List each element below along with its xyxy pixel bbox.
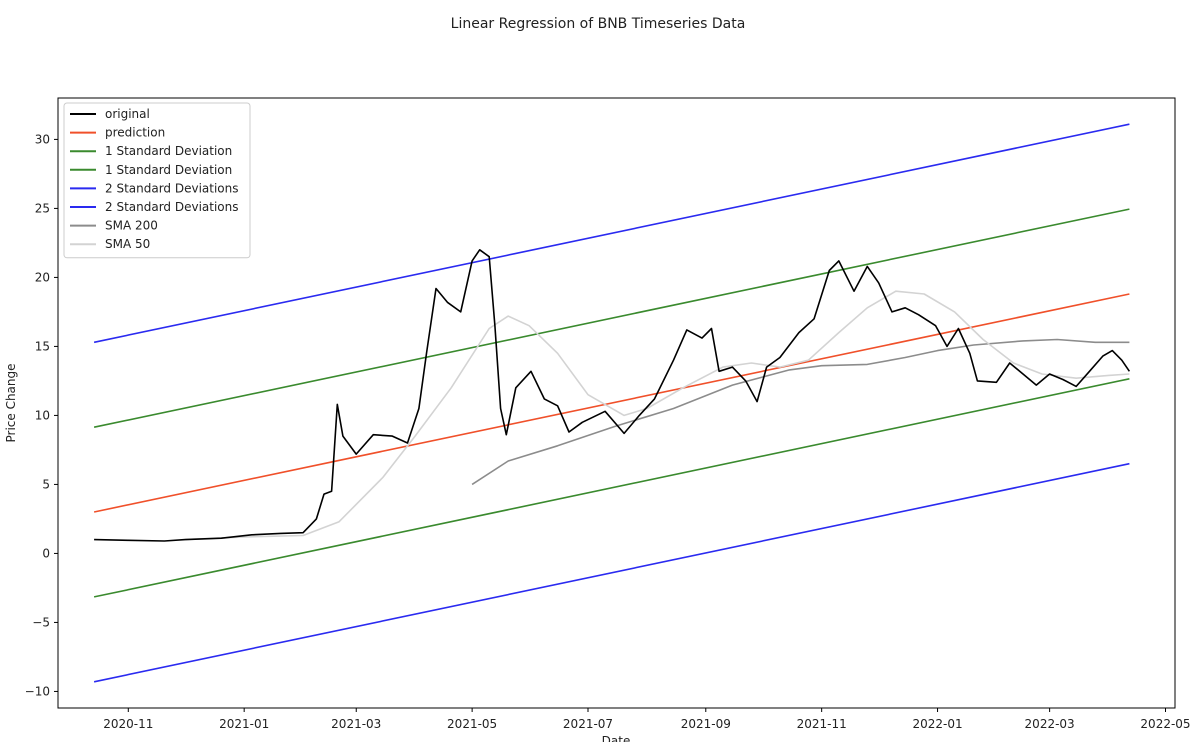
y-tick-label: 10 <box>35 408 50 422</box>
x-tick-label: 2021-01 <box>219 717 269 731</box>
series-line-2-standard-deviations-4 <box>93 123 1130 344</box>
x-tick-label: 2021-07 <box>563 717 613 731</box>
series-line-original-0 <box>94 249 1131 542</box>
legend-label: original <box>105 107 150 121</box>
x-tick-label: 2021-05 <box>447 717 497 731</box>
y-tick-label: 25 <box>35 201 50 215</box>
series-layer <box>93 123 1131 683</box>
x-tick-label: 2021-03 <box>331 717 381 731</box>
x-tick-label: 2022-01 <box>912 717 962 731</box>
x-axis: 2020-11 2021-01 2021-03 2021-05 2021-07 2021-… <box>103 708 1191 731</box>
y-axis-title: Price Change <box>4 363 18 442</box>
series-line-1-standard-deviation-3 <box>93 378 1130 598</box>
y-axis: −10 −5 0 5 10 15 20 25 30 <box>25 132 58 698</box>
legend: original prediction 1 Standard Deviation 1 … <box>63 102 251 259</box>
y-tick-label: 0 <box>42 546 50 560</box>
plot-frame <box>57 97 1176 709</box>
y-tick-label: 5 <box>42 477 50 491</box>
x-axis-title: Date <box>602 734 631 742</box>
x-tick-label: 2020-11 <box>103 717 153 731</box>
legend-label: SMA 50 <box>105 237 150 251</box>
series-line-sma-50-7 <box>185 290 1130 541</box>
series-line-2-standard-deviations-5 <box>93 462 1130 683</box>
chart-title: Linear Regression of BNB Timeseries Data <box>451 16 746 32</box>
x-tick-label: 2021-11 <box>797 717 847 731</box>
y-tick-label: 15 <box>35 339 50 353</box>
y-tick-label: −5 <box>32 615 50 629</box>
y-tick-label: 20 <box>35 270 50 284</box>
y-tick-label: 30 <box>35 132 50 146</box>
series-line-sma-200-6 <box>471 338 1130 486</box>
y-tick-label: −10 <box>25 684 50 698</box>
legend-label: 1 Standard Deviation <box>105 144 232 158</box>
x-tick-label: 2022-03 <box>1025 717 1075 731</box>
x-tick-label: 2021-09 <box>681 717 731 731</box>
legend-label: SMA 200 <box>105 219 158 233</box>
legend-label: prediction <box>105 126 165 140</box>
legend-label: 2 Standard Deviations <box>105 181 239 195</box>
x-tick-label: 2022-05 <box>1140 717 1190 731</box>
series-line-1-standard-deviation-2 <box>93 208 1130 428</box>
legend-box <box>63 102 251 259</box>
legend-label: 2 Standard Deviations <box>105 200 239 214</box>
legend-label: 1 Standard Deviation <box>105 163 232 177</box>
